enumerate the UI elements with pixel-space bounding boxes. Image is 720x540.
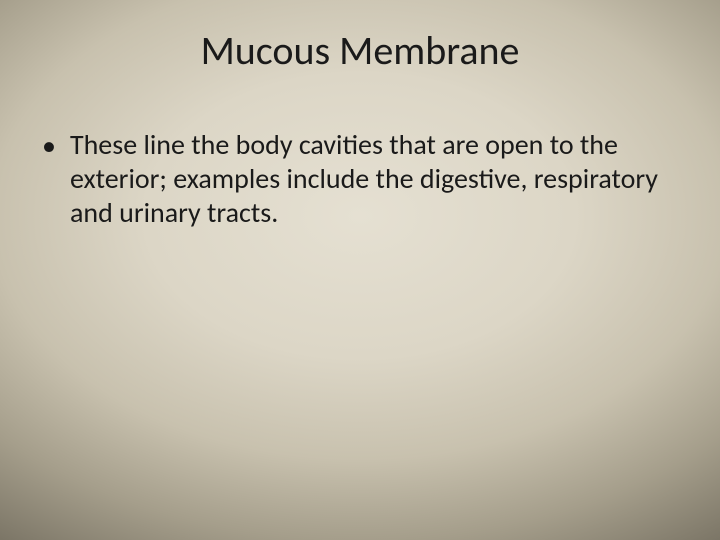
slide: Mucous Membrane • These line the body ca…	[0, 0, 720, 540]
bullet-item: • These line the body cavities that are …	[42, 128, 660, 230]
slide-body: • These line the body cavities that are …	[42, 128, 660, 230]
slide-title: Mucous Membrane	[0, 26, 720, 75]
bullet-marker-icon: •	[42, 128, 56, 164]
bullet-text: These line the body cavities that are op…	[70, 128, 660, 230]
